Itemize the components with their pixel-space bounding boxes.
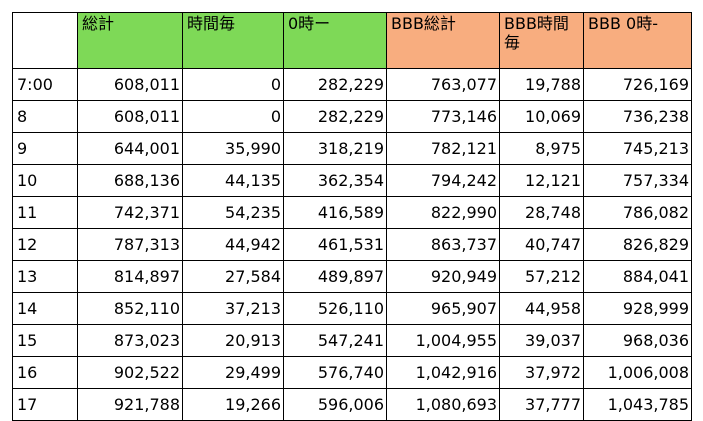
row-label: 7:00	[12, 68, 78, 101]
cell-bbb-total: 763,077	[386, 68, 500, 101]
cell-bbb-since-midnight: 928,999	[583, 292, 692, 325]
cell-hourly: 0	[182, 100, 284, 133]
header-cell-bbb-since-midnight: BBB 0時-	[583, 12, 692, 69]
table-row: 14 852,110 37,213 526,110 965,907 44,958 928,9…	[12, 292, 692, 325]
cell-bbb-hourly: 39,037	[499, 324, 584, 357]
cell-since-midnight: 576,740	[283, 356, 387, 389]
cell-hourly: 54,235	[182, 196, 284, 229]
cell-bbb-hourly: 12,121	[499, 164, 584, 197]
cell-since-midnight: 526,110	[283, 292, 387, 325]
cell-since-midnight: 461,531	[283, 228, 387, 261]
cell-bbb-since-midnight: 968,036	[583, 324, 692, 357]
cell-hourly: 0	[182, 68, 284, 101]
cell-total: 608,011	[77, 68, 183, 101]
header-row: 総計 時間毎 0時ー BBB総計 BBB時間毎 BBB 0時-	[12, 12, 692, 69]
cell-hourly: 29,499	[182, 356, 284, 389]
header-cell-bbb-hourly: BBB時間毎	[499, 12, 584, 69]
cell-bbb-since-midnight: 1,006,008	[583, 356, 692, 389]
table-header: 総計 時間毎 0時ー BBB総計 BBB時間毎 BBB 0時-	[12, 12, 692, 69]
cell-hourly: 27,584	[182, 260, 284, 293]
table-body: 7:00 608,011 0 282,229 763,077 19,788 726,169 8…	[12, 68, 692, 421]
row-label: 12	[12, 228, 78, 261]
cell-bbb-total: 920,949	[386, 260, 500, 293]
cell-bbb-since-midnight: 745,213	[583, 132, 692, 165]
cell-bbb-total: 822,990	[386, 196, 500, 229]
header-cell-hourly: 時間毎	[182, 12, 284, 69]
header-cell-since-midnight: 0時ー	[283, 12, 387, 69]
table-row: 8 608,011 0 282,229 773,146 10,069 736,238	[12, 100, 692, 133]
table-row: 12 787,313 44,942 461,531 863,737 40,747 826,8…	[12, 228, 692, 261]
cell-bbb-since-midnight: 826,829	[583, 228, 692, 261]
cell-bbb-total: 1,080,693	[386, 388, 500, 421]
row-label: 13	[12, 260, 78, 293]
table-row: 13 814,897 27,584 489,897 920,949 57,212 884,0…	[12, 260, 692, 293]
cell-total: 787,313	[77, 228, 183, 261]
cell-hourly: 37,213	[182, 292, 284, 325]
cell-since-midnight: 282,229	[283, 68, 387, 101]
header-cell-total: 総計	[77, 12, 183, 69]
header-cell-bbb-total: BBB総計	[386, 12, 500, 69]
cell-total: 902,522	[77, 356, 183, 389]
table-row: 11 742,371 54,235 416,589 822,990 28,748 786,0…	[12, 196, 692, 229]
cell-bbb-hourly: 8,975	[499, 132, 584, 165]
cell-bbb-hourly: 44,958	[499, 292, 584, 325]
table-row: 9 644,001 35,990 318,219 782,121 8,975 745,213	[12, 132, 692, 165]
cell-hourly: 35,990	[182, 132, 284, 165]
cell-bbb-hourly: 19,788	[499, 68, 584, 101]
cell-total: 608,011	[77, 100, 183, 133]
cell-total: 873,023	[77, 324, 183, 357]
cell-hourly: 44,135	[182, 164, 284, 197]
cell-since-midnight: 596,006	[283, 388, 387, 421]
cell-bbb-since-midnight: 757,334	[583, 164, 692, 197]
cell-total: 852,110	[77, 292, 183, 325]
cell-bbb-hourly: 57,212	[499, 260, 584, 293]
cell-bbb-total: 782,121	[386, 132, 500, 165]
table-row: 15 873,023 20,913 547,241 1,004,955 39,037 968…	[12, 324, 692, 357]
row-label: 15	[12, 324, 78, 357]
row-label: 14	[12, 292, 78, 325]
cell-since-midnight: 282,229	[283, 100, 387, 133]
cell-bbb-hourly: 37,777	[499, 388, 584, 421]
cell-total: 921,788	[77, 388, 183, 421]
cell-bbb-total: 1,004,955	[386, 324, 500, 357]
cell-bbb-hourly: 10,069	[499, 100, 584, 133]
cell-bbb-total: 794,242	[386, 164, 500, 197]
cell-bbb-hourly: 40,747	[499, 228, 584, 261]
row-label: 11	[12, 196, 78, 229]
table-row: 10 688,136 44,135 362,354 794,242 12,121 757,3…	[12, 164, 692, 197]
cell-total: 814,897	[77, 260, 183, 293]
cell-since-midnight: 547,241	[283, 324, 387, 357]
header-cell-corner	[12, 12, 78, 69]
cell-bbb-total: 773,146	[386, 100, 500, 133]
cell-bbb-total: 965,907	[386, 292, 500, 325]
cell-since-midnight: 362,354	[283, 164, 387, 197]
cell-bbb-hourly: 28,748	[499, 196, 584, 229]
cell-since-midnight: 416,589	[283, 196, 387, 229]
table-row: 17 921,788 19,266 596,006 1,080,693 37,777 1,0…	[12, 388, 692, 421]
cell-bbb-since-midnight: 884,041	[583, 260, 692, 293]
cell-hourly: 20,913	[182, 324, 284, 357]
cell-hourly: 19,266	[182, 388, 284, 421]
table-row: 7:00 608,011 0 282,229 763,077 19,788 726,169	[12, 68, 692, 101]
cell-bbb-since-midnight: 726,169	[583, 68, 692, 101]
cell-bbb-total: 1,042,916	[386, 356, 500, 389]
table-row: 16 902,522 29,499 576,740 1,042,916 37,972 1,0…	[12, 356, 692, 389]
cell-total: 688,136	[77, 164, 183, 197]
cell-bbb-since-midnight: 736,238	[583, 100, 692, 133]
row-label: 17	[12, 388, 78, 421]
row-label: 9	[12, 132, 78, 165]
cell-bbb-since-midnight: 1,043,785	[583, 388, 692, 421]
cell-bbb-since-midnight: 786,082	[583, 196, 692, 229]
cell-hourly: 44,942	[182, 228, 284, 261]
cell-bbb-total: 863,737	[386, 228, 500, 261]
cell-since-midnight: 489,897	[283, 260, 387, 293]
row-label: 8	[12, 100, 78, 133]
row-label: 10	[12, 164, 78, 197]
row-label: 16	[12, 356, 78, 389]
cell-bbb-hourly: 37,972	[499, 356, 584, 389]
cell-since-midnight: 318,219	[283, 132, 387, 165]
cell-total: 742,371	[77, 196, 183, 229]
data-table: 総計 時間毎 0時ー BBB総計 BBB時間毎 BBB 0時- 7:00 608,…	[12, 12, 692, 421]
cell-total: 644,001	[77, 132, 183, 165]
